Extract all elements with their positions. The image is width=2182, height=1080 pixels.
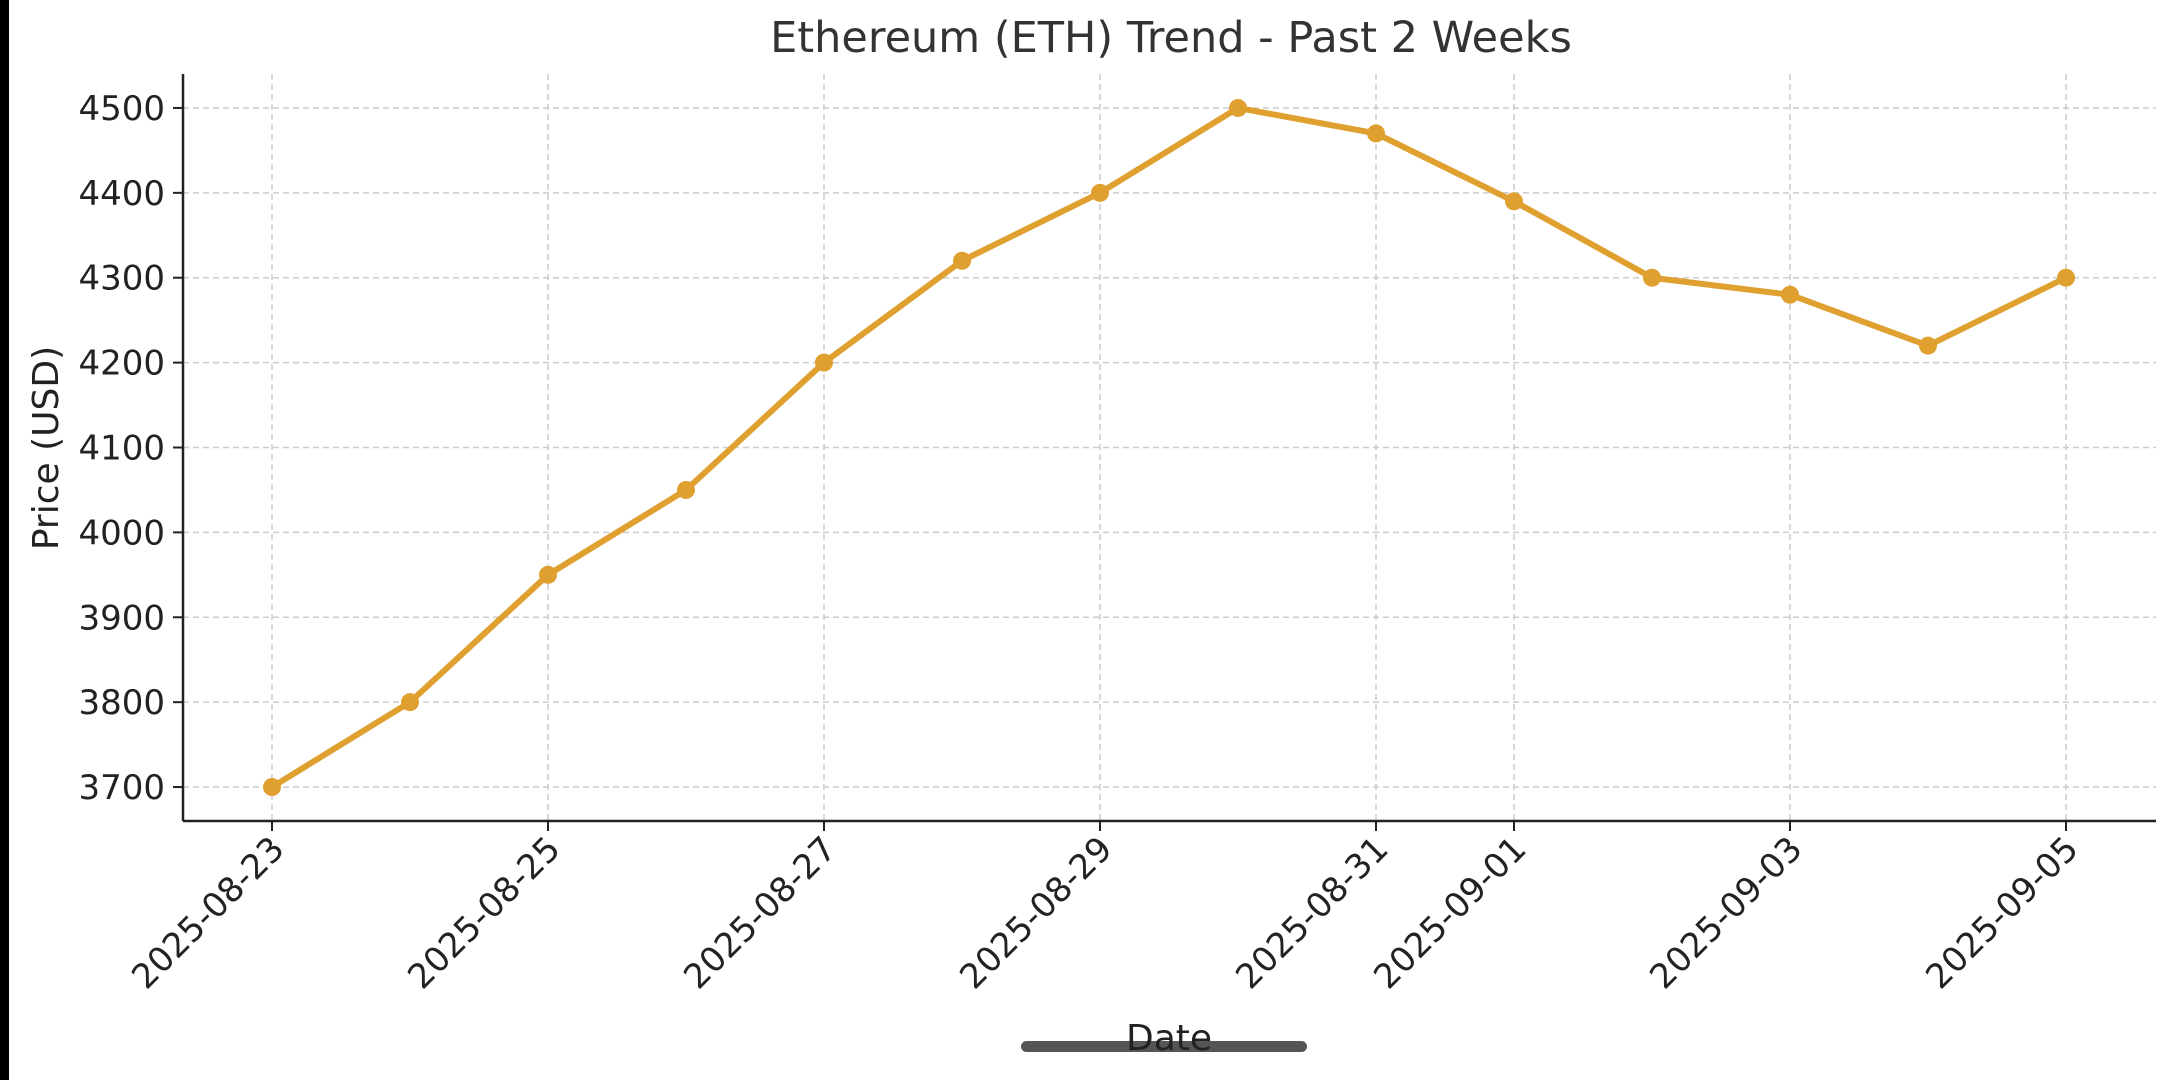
y-tick-label: 3800 xyxy=(78,683,165,723)
series-line xyxy=(269,104,2069,791)
tick-labels: 3700 3800 3900 4000 4100 4200 4300 4400 4500 2025… xyxy=(78,89,2086,997)
x-tick-label: 2025-08-25 xyxy=(400,829,568,997)
y-tick-label: 4400 xyxy=(78,174,165,214)
y-tick-label: 3900 xyxy=(78,598,165,638)
data-point xyxy=(2057,268,2075,287)
data-point xyxy=(1367,124,1385,143)
x-tick-label: 2025-09-03 xyxy=(1642,829,1810,997)
x-axis-label: Date xyxy=(1126,1018,1212,1059)
data-point xyxy=(815,353,833,372)
data-point xyxy=(263,778,281,797)
y-tick-label: 4300 xyxy=(78,259,165,299)
data-point xyxy=(1229,98,1247,117)
data-point xyxy=(953,251,971,270)
data-point xyxy=(1505,192,1523,211)
data-point xyxy=(1643,268,1661,287)
data-point xyxy=(1919,336,1937,355)
grid xyxy=(183,74,2156,821)
x-tick-label: 2025-08-23 xyxy=(124,829,292,997)
series xyxy=(263,98,2075,797)
data-point xyxy=(1781,285,1799,304)
x-tick-label: 2025-09-05 xyxy=(1918,829,2086,997)
axes xyxy=(173,74,2156,831)
y-tick-label: 4500 xyxy=(78,89,165,129)
chart-frame: 3700 3800 3900 4000 4100 4200 4300 4400 4500 2025… xyxy=(9,0,2182,1080)
x-tick-label: 2025-08-27 xyxy=(676,829,844,997)
chart-title: Ethereum (ETH) Trend - Past 2 Weeks xyxy=(770,13,1572,63)
y-tick-label: 4000 xyxy=(78,513,165,553)
y-tick-label: 4100 xyxy=(78,429,165,469)
line-chart: 3700 3800 3900 4000 4100 4200 4300 4400 4500 2025… xyxy=(26,13,2156,1059)
data-point xyxy=(401,693,419,712)
data-point xyxy=(539,565,557,584)
x-tick-label: 2025-08-29 xyxy=(952,829,1120,997)
y-axis-label: Price (USD) xyxy=(26,346,67,550)
data-point xyxy=(677,480,695,499)
y-tick-label: 4200 xyxy=(78,344,165,384)
horizontal-scrollbar[interactable] xyxy=(1021,1041,1307,1052)
y-tick-label: 3700 xyxy=(78,768,165,808)
data-point xyxy=(1091,183,1109,202)
